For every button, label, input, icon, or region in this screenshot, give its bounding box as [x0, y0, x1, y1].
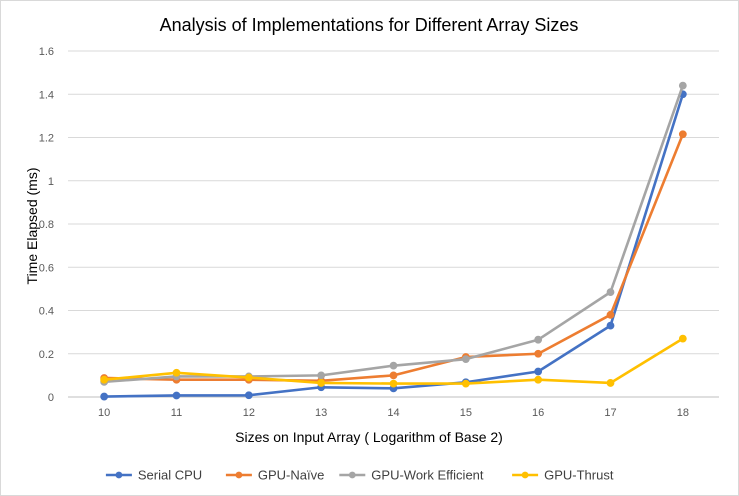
x-tick-label: 11 [171, 407, 182, 419]
x-axis-title: Sizes on Input Array ( Logarithm of Base… [235, 429, 503, 445]
data-point [317, 371, 326, 380]
data-point [461, 355, 470, 364]
legend-label: GPU-Naïve [258, 468, 324, 483]
legend-item: Serial CPU [105, 468, 202, 483]
data-point [100, 392, 109, 401]
data-point [172, 368, 181, 377]
legend-label: GPU-Thrust [544, 468, 614, 483]
x-tick-label: 12 [243, 407, 255, 419]
data-point [317, 379, 326, 387]
legend-item: GPU-Naïve [225, 468, 324, 483]
legend-marker [115, 471, 123, 479]
y-axis-title: Time Elapsed (ms) [24, 168, 40, 285]
chart-title: Analysis of Implementations for Differen… [160, 15, 579, 35]
x-tick-label: 18 [677, 407, 689, 419]
x-tick-labels: 10 11 12 13 14 15 16 17 18 [98, 407, 689, 419]
y-tick-label: 1.4 [39, 89, 54, 101]
data-point [461, 379, 470, 388]
data-point [389, 371, 398, 380]
legend-marker [235, 471, 243, 479]
y-tick-label: 0 [48, 392, 54, 404]
series-line [104, 133, 685, 383]
data-point [172, 391, 181, 400]
legend: Serial CPU GPU-Naïve GPU-Work Efficient GPU… [105, 468, 614, 483]
data-point [606, 321, 615, 330]
x-tick-label: 17 [604, 407, 616, 419]
data-point [389, 361, 398, 370]
legend-item: GPU-Thrust [512, 468, 614, 483]
series-lines [100, 81, 687, 401]
y-tick-label: 1 [48, 176, 54, 188]
legend-label: GPU-Work Efficient [371, 468, 484, 483]
data-point [534, 367, 543, 376]
y-tick-label: 0.6 [39, 262, 54, 274]
data-point [678, 334, 687, 343]
series-line [104, 93, 685, 398]
y-tick-label: 0.4 [39, 306, 54, 318]
x-tick-label: 15 [460, 407, 472, 419]
x-tick-label: 13 [315, 407, 327, 419]
data-point [606, 288, 615, 297]
legend-marker [348, 471, 356, 479]
y-tick-label: 1.2 [39, 133, 54, 145]
data-point [534, 349, 543, 358]
data-point [606, 379, 615, 387]
x-tick-label: 14 [387, 407, 399, 419]
x-tick-label: 10 [98, 407, 110, 419]
legend-marker [521, 471, 529, 479]
legend-label: Serial CPU [138, 468, 202, 483]
y-tick-label: 1.6 [39, 46, 54, 58]
x-tick-label: 16 [532, 407, 544, 419]
series-line [104, 85, 685, 384]
legend-item: GPU-Work Efficient [339, 468, 484, 483]
y-tick-label: 0.2 [39, 349, 54, 361]
series-gpu-work-efficient [100, 81, 687, 386]
data-point [244, 373, 253, 382]
y-tick-label: 0.8 [39, 219, 54, 231]
data-point [534, 335, 543, 344]
gridlines [68, 50, 719, 398]
data-point [534, 375, 543, 384]
data-point [389, 379, 398, 388]
y-tick-labels: 0 0.2 0.4 0.6 0.8 1 1.2 1.4 1.6 [39, 46, 54, 404]
data-point [100, 375, 109, 384]
data-point [244, 391, 253, 400]
series-gpu-thrust [100, 334, 687, 388]
data-point [606, 310, 615, 319]
data-point [678, 81, 687, 90]
data-point [678, 130, 687, 139]
series-gpu-na-ve [100, 130, 687, 385]
